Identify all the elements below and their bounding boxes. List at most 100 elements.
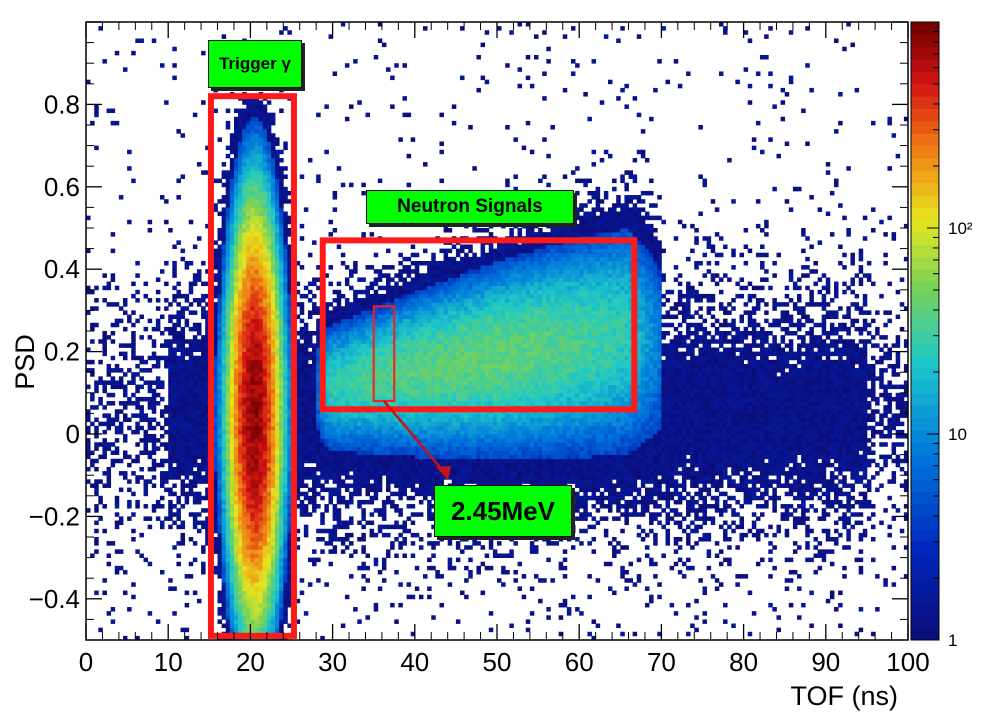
heatmap-cell (303, 355, 309, 361)
heatmap-cell (373, 602, 379, 608)
heatmap-cell (246, 116, 251, 122)
heatmap-cell (287, 384, 292, 390)
heatmap-cell (172, 388, 177, 394)
heatmap-cell (246, 413, 251, 418)
heatmap-cell (266, 199, 272, 204)
heatmap-cell (283, 569, 288, 575)
heatmap-cell (221, 483, 227, 488)
heatmap-cell (279, 269, 284, 274)
heatmap-cell (213, 421, 218, 427)
heatmap-cell (254, 335, 260, 340)
heatmap-cell (238, 438, 243, 443)
heatmap-cell (192, 524, 198, 530)
heatmap-cell (205, 401, 210, 406)
heatmap-cell (275, 602, 280, 608)
heatmap-cell (250, 368, 255, 373)
heatmap-cell (94, 466, 99, 472)
heatmap-cell (386, 425, 391, 431)
heatmap-cell (373, 417, 379, 423)
heatmap-cell (279, 582, 284, 587)
heatmap-cell (340, 413, 346, 418)
heatmap-cell (229, 569, 235, 575)
heatmap-cell (344, 388, 350, 394)
heatmap-cell (225, 343, 231, 348)
heatmap-cell (250, 322, 255, 328)
heatmap-cell (221, 491, 227, 497)
heatmap-cell (258, 153, 264, 159)
heatmap-cell (217, 598, 223, 604)
heatmap-cell (390, 499, 395, 505)
heatmap-cell (102, 384, 107, 390)
heatmap-cell (233, 619, 239, 624)
heatmap-cell (361, 355, 366, 361)
heatmap-cell (316, 372, 321, 377)
heatmap-cell (394, 619, 399, 624)
heatmap-cell (270, 343, 276, 348)
heatmap-cell (365, 343, 370, 348)
heatmap-cell (312, 392, 317, 398)
heatmap-cell (242, 602, 247, 608)
heatmap-cell (349, 450, 354, 455)
heatmap-cell (340, 421, 346, 427)
heatmap-cell (221, 520, 227, 526)
heatmap-cell (377, 359, 383, 365)
heatmap-cell (254, 302, 260, 307)
heatmap-cell (233, 339, 239, 344)
heatmap-cell (344, 524, 350, 530)
heatmap-cell (275, 454, 280, 460)
heatmap-cell (262, 265, 268, 270)
heatmap-cell (242, 528, 247, 534)
heatmap-cell (369, 310, 375, 315)
heatmap-cell (283, 438, 288, 443)
heatmap-cell (147, 388, 153, 394)
heatmap-cell (336, 322, 342, 328)
heatmap-cell (332, 487, 338, 493)
heatmap-cell (188, 380, 194, 385)
heatmap-cell (221, 607, 227, 612)
heatmap-cell (192, 479, 198, 484)
heatmap-cell (270, 153, 276, 159)
heatmap-cell (254, 149, 260, 155)
heatmap-cell (299, 499, 305, 505)
heatmap-cell (357, 376, 362, 381)
heatmap-cell (246, 479, 251, 484)
heatmap-cell (213, 302, 218, 307)
heatmap-cell (229, 331, 235, 336)
heatmap-cell (283, 223, 288, 229)
heatmap-cell (238, 355, 243, 361)
heatmap-cell (229, 232, 235, 237)
heatmap-cell (332, 425, 338, 431)
heatmap-cell (254, 153, 260, 159)
heatmap-cell (287, 541, 292, 546)
heatmap-cell (373, 277, 379, 282)
heatmap-cell (262, 306, 268, 311)
heatmap-cell (250, 195, 255, 200)
heatmap-cell (217, 285, 223, 291)
heatmap-cell (176, 396, 181, 402)
heatmap-cell (151, 392, 157, 398)
heatmap-cell (254, 380, 260, 385)
heatmap-cell (386, 401, 391, 406)
heatmap-cell (270, 607, 276, 612)
heatmap-cell (402, 368, 407, 373)
heatmap-cell (229, 611, 235, 616)
heatmap-cell (238, 351, 243, 357)
heatmap-cell (390, 401, 395, 406)
heatmap-cell (221, 34, 227, 39)
heatmap-cell (270, 326, 276, 332)
heatmap-cell (275, 343, 280, 348)
heatmap-cell (279, 368, 284, 373)
heatmap-cell (328, 232, 333, 237)
heatmap-cell (238, 256, 243, 262)
heatmap-cell (402, 491, 407, 497)
heatmap-cell (266, 116, 272, 122)
heatmap-cell (283, 450, 288, 455)
heatmap-cell (217, 512, 223, 517)
heatmap-cell (221, 248, 227, 254)
heatmap-cell (221, 565, 227, 571)
heatmap-cell (254, 244, 260, 249)
heatmap-cell (254, 207, 260, 212)
heatmap-cell (172, 425, 177, 431)
heatmap-cell (270, 553, 276, 558)
heatmap-cell (176, 462, 181, 468)
